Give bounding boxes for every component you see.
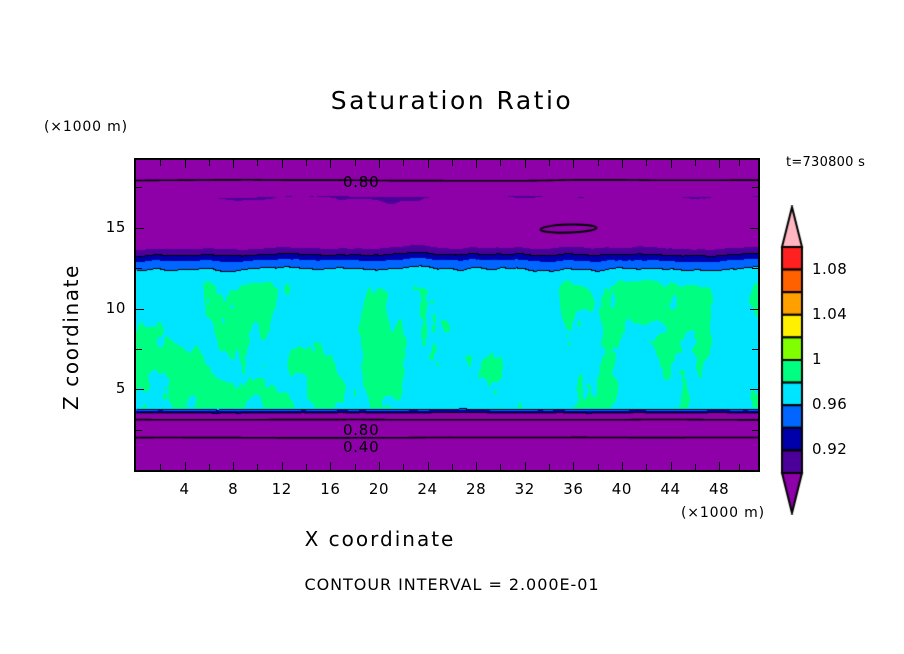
x-axis-tick xyxy=(476,462,478,470)
saturation-ratio-field xyxy=(136,160,758,470)
x-axis-tick xyxy=(549,160,551,166)
x-axis-tick-label: 12 xyxy=(271,480,292,498)
x-axis-tick xyxy=(524,462,526,470)
y-axis-tick-label: 10 xyxy=(105,298,126,317)
y-axis-tick xyxy=(136,429,142,431)
x-axis-tick-label: 40 xyxy=(611,480,633,498)
colorbar-swatches xyxy=(780,205,804,515)
x-axis-tick xyxy=(670,160,672,168)
x-axis-tick xyxy=(646,160,648,166)
contour-interval-caption: CONTOUR INTERVAL = 2.000E-01 xyxy=(304,575,600,594)
z-axis-units-label: (×1000 m) xyxy=(44,119,128,135)
x-axis-tick xyxy=(694,160,696,166)
x-axis-tick xyxy=(208,160,210,166)
x-axis-title: X coordinate xyxy=(304,527,456,551)
colorbar-tick-label: 0.92 xyxy=(812,440,848,459)
x-axis-tick xyxy=(573,462,575,470)
y-axis-tick xyxy=(752,348,758,350)
colorbar-tick-label: 1.08 xyxy=(812,259,848,278)
x-axis-tick xyxy=(646,464,648,470)
x-axis-tick xyxy=(427,160,429,168)
x-axis-tick xyxy=(257,464,259,470)
colorbar xyxy=(780,205,804,515)
x-axis-tick-label: 36 xyxy=(563,480,584,498)
x-axis-tick xyxy=(719,462,721,470)
x-axis-tick xyxy=(306,160,308,166)
x-axis-tick xyxy=(184,160,186,168)
x-axis-tick xyxy=(738,160,740,166)
contour-label: 0.40 xyxy=(343,438,380,456)
x-axis-tick xyxy=(233,160,235,168)
x-axis-tick xyxy=(281,462,283,470)
colorbar-tick-label: 1 xyxy=(812,350,822,368)
y-axis-tick xyxy=(136,187,142,189)
x-axis-tick xyxy=(427,462,429,470)
x-axis-tick xyxy=(281,160,283,168)
x-axis-tick xyxy=(524,160,526,168)
y-axis-tick xyxy=(750,308,758,310)
x-axis-tick xyxy=(354,464,356,470)
x-axis-tick-label: 20 xyxy=(368,480,390,498)
x-axis-tick xyxy=(184,462,186,470)
x-axis-tick xyxy=(451,464,453,470)
y-axis-tick xyxy=(752,429,758,431)
x-axis-tick-label: 24 xyxy=(417,480,438,498)
x-axis-tick xyxy=(476,160,478,168)
x-axis-tick xyxy=(597,160,599,166)
y-axis-tick-label: 15 xyxy=(105,217,126,236)
x-axis-tick xyxy=(160,464,162,470)
x-axis-tick xyxy=(378,160,380,168)
page-title: Saturation Ratio xyxy=(330,86,574,115)
x-axis-tick xyxy=(549,464,551,470)
y-axis-tick xyxy=(136,348,142,350)
x-axis-tick xyxy=(208,464,210,470)
x-axis-tick xyxy=(573,160,575,168)
x-axis-tick xyxy=(738,464,740,470)
x-axis-tick xyxy=(257,160,259,166)
y-axis-tick xyxy=(752,187,758,189)
y-axis-tick xyxy=(136,389,144,391)
colorbar-tick-label: 1.04 xyxy=(812,304,848,323)
y-axis-tick xyxy=(136,268,142,270)
x-axis-tick xyxy=(160,160,162,166)
x-axis-tick xyxy=(451,160,453,166)
x-axis-tick-label: 32 xyxy=(514,480,535,498)
x-axis-tick xyxy=(500,160,502,166)
x-axis-tick xyxy=(306,464,308,470)
contour-label: 0.80 xyxy=(343,173,380,191)
x-axis-tick-label: 4 xyxy=(179,480,190,498)
time-stamp: t=730800 s xyxy=(786,155,866,170)
y-axis-tick xyxy=(750,389,758,391)
x-axis-tick xyxy=(621,462,623,470)
x-axis-tick xyxy=(354,160,356,166)
y-axis-tick xyxy=(136,227,144,229)
x-axis-tick xyxy=(597,464,599,470)
x-axis-tick xyxy=(233,462,235,470)
y-axis-title: Z coordinate xyxy=(59,264,83,410)
contour-plot-area xyxy=(134,158,760,472)
x-axis-tick xyxy=(500,464,502,470)
y-axis-tick xyxy=(752,268,758,270)
x-axis-tick xyxy=(330,160,332,168)
x-axis-tick xyxy=(403,160,405,166)
x-axis-tick-label: 16 xyxy=(320,480,341,498)
x-axis-tick xyxy=(694,464,696,470)
x-axis-tick-label: 48 xyxy=(708,480,730,498)
x-axis-tick xyxy=(403,464,405,470)
x-axis-units-label: (×1000 m) xyxy=(681,505,765,521)
x-axis-tick xyxy=(330,462,332,470)
x-axis-tick-label: 8 xyxy=(228,480,239,498)
x-axis-tick xyxy=(670,462,672,470)
x-axis-tick-label: 28 xyxy=(466,480,487,498)
contour-label: 0.80 xyxy=(343,421,380,439)
x-axis-tick xyxy=(378,462,380,470)
y-axis-tick-label: 5 xyxy=(115,379,126,398)
y-axis-tick xyxy=(136,308,144,310)
y-axis-tick xyxy=(750,227,758,229)
x-axis-tick xyxy=(719,160,721,168)
x-axis-tick xyxy=(621,160,623,168)
x-axis-tick-label: 44 xyxy=(660,480,681,498)
colorbar-tick-label: 0.96 xyxy=(812,395,848,414)
